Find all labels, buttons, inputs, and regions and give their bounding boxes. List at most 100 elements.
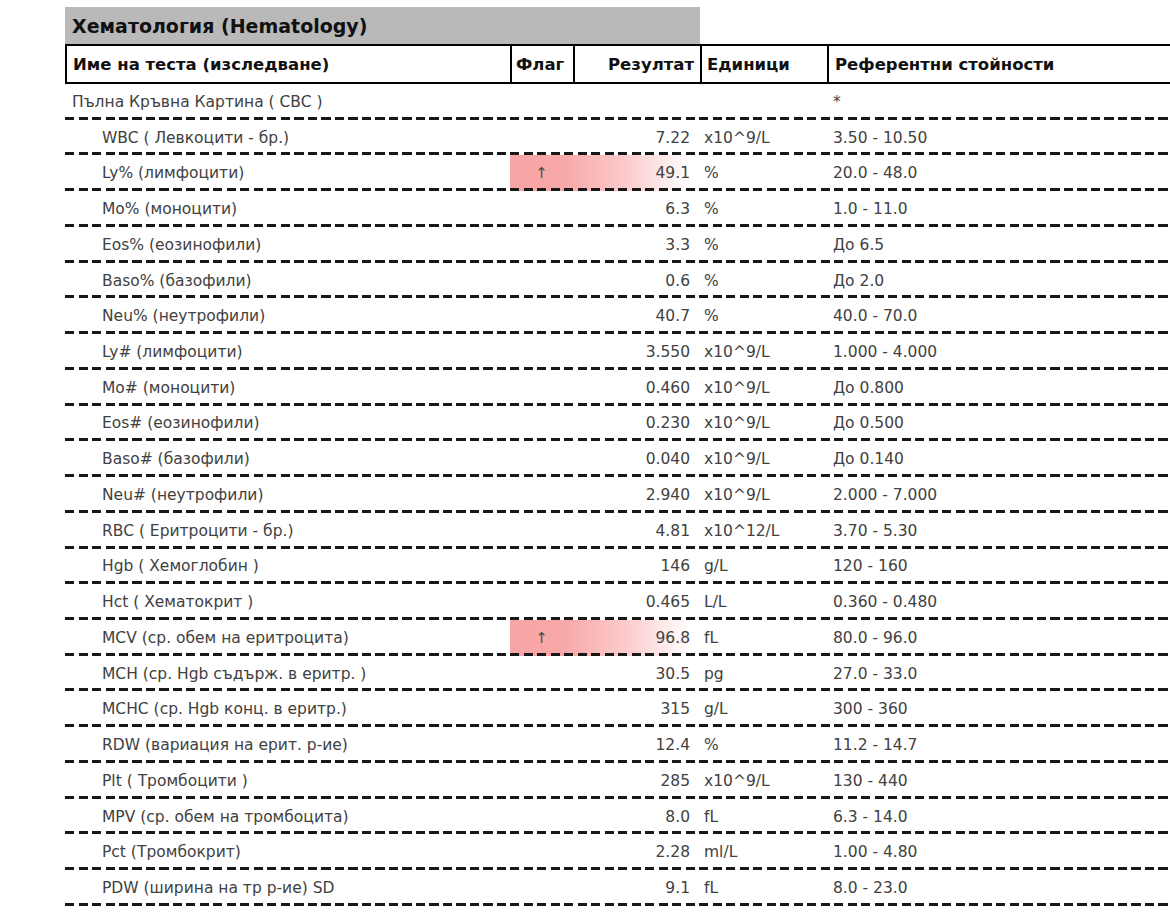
test-name: WBC ( Левкоцити - бр.) [65, 129, 510, 147]
units-value: % [700, 236, 827, 254]
result-value: 6.3 [573, 200, 700, 218]
flag-result-zone: 30.5 [510, 656, 700, 692]
result-value: 9.1 [573, 879, 700, 897]
reference-range: 80.0 - 96.0 [827, 629, 1170, 647]
result-value: 3.550 [573, 343, 700, 361]
flag-result-zone: 0.6 [510, 263, 700, 299]
table-row: MCV (ср. обем на еритроцита) ↑ 96.8 fL 8… [65, 620, 1170, 656]
reference-range: До 2.0 [827, 272, 1170, 290]
reference-range: 1.0 - 11.0 [827, 200, 1170, 218]
units-value: x10^9/L [700, 379, 827, 397]
units-value: x10^9/L [700, 129, 827, 147]
flag-result-zone: 4.81 [510, 513, 700, 549]
reference-range: 40.0 - 70.0 [827, 307, 1170, 325]
test-name: Hgb ( Хемоглобин ) [65, 557, 510, 575]
table-row: Hct ( Хематокрит ) 0.465 L/L 0.360 - 0.4… [65, 584, 1170, 620]
flag-result-zone: 8.0 [510, 799, 700, 835]
result-value: 0.040 [573, 450, 700, 468]
table-row: RBC ( Еритроцити - бр.) 4.81 x10^12/L 3.… [65, 513, 1170, 549]
units-value: x10^12/L [700, 522, 827, 540]
result-value: 96.8 [573, 629, 700, 647]
test-name: Plt ( Тромбоцити ) [65, 772, 510, 790]
reference-range: 3.70 - 5.30 [827, 522, 1170, 540]
reference-range: 120 - 160 [827, 557, 1170, 575]
result-value: 0.6 [573, 272, 700, 290]
table-row: MCHC (ср. Hgb конц. в еритр.) 315 g/L 30… [65, 691, 1170, 727]
column-header-flag: Флаг [512, 46, 575, 82]
result-value: 12.4 [573, 736, 700, 754]
units-value: x10^9/L [700, 414, 827, 432]
flag-up-icon: ↑ [510, 629, 573, 647]
table-row: Eos# (еозинофили) 0.230 x10^9/L До 0.500 [65, 406, 1170, 442]
units-value: fL [700, 808, 827, 826]
units-value: fL [700, 879, 827, 897]
result-value: 285 [573, 772, 700, 790]
table-row: Neu# (неутрофили) 2.940 x10^9/L 2.000 - … [65, 477, 1170, 513]
test-name: Baso% (базофили) [65, 272, 510, 290]
units-value: % [700, 307, 827, 325]
reference-range: До 6.5 [827, 236, 1170, 254]
units-value: fL [700, 629, 827, 647]
reference-range: До 0.140 [827, 450, 1170, 468]
test-name: Neu# (неутрофили) [65, 486, 510, 504]
units-value: x10^9/L [700, 486, 827, 504]
flag-result-zone: 0.460 [510, 370, 700, 406]
section-header-bar: Хематология (Hematology) [65, 7, 700, 44]
flag-result-zone: 285 [510, 763, 700, 799]
flag-result-zone: 7.22 [510, 120, 700, 156]
table-row: Eos% (еозинофили) 3.3 % До 6.5 [65, 227, 1170, 263]
flag-result-zone: 0.230 [510, 406, 700, 442]
reference-range: 3.50 - 10.50 [827, 129, 1170, 147]
reference-range: 11.2 - 14.7 [827, 736, 1170, 754]
units-value: % [700, 200, 827, 218]
test-name: MCH (ср. Hgb съдърж. в еритр. ) [65, 665, 510, 683]
table-row: Ly# (лимфоцити) 3.550 x10^9/L 1.000 - 4.… [65, 334, 1170, 370]
table-row: Hgb ( Хемоглобин ) 146 g/L 120 - 160 [65, 549, 1170, 585]
flag-result-zone: 9.1 [510, 870, 700, 906]
test-name: Hct ( Хематокрит ) [65, 593, 510, 611]
result-value: 146 [573, 557, 700, 575]
result-value: 0.460 [573, 379, 700, 397]
test-name: Пълна Кръвна Картина ( CBC ) [65, 93, 510, 111]
result-value: 30.5 [573, 665, 700, 683]
reference-range: 8.0 - 23.0 [827, 879, 1170, 897]
test-name: PDW (ширина на тр р-ие) SD [65, 879, 510, 897]
reference-range: 20.0 - 48.0 [827, 164, 1170, 182]
table-row: MCH (ср. Hgb съдърж. в еритр. ) 30.5 pg … [65, 656, 1170, 692]
table-row: PDW (ширина на тр р-ие) SD 9.1 fL 8.0 - … [65, 870, 1170, 906]
flag-result-zone: ↑ 49.1 [510, 155, 700, 191]
result-value: 2.28 [573, 843, 700, 861]
units-value: x10^9/L [700, 343, 827, 361]
test-name: Ly% (лимфоцити) [65, 164, 510, 182]
units-value: % [700, 736, 827, 754]
result-value: 3.3 [573, 236, 700, 254]
flag-result-zone: 0.465 [510, 584, 700, 620]
test-name: MCHC (ср. Hgb конц. в еритр.) [65, 700, 510, 718]
flag-up-icon: ↑ [510, 164, 573, 182]
flag-result-zone: 6.3 [510, 191, 700, 227]
test-name: Ly# (лимфоцити) [65, 343, 510, 361]
column-header-units: Единици [702, 46, 829, 82]
test-name: MCV (ср. обем на еритроцита) [65, 629, 510, 647]
table-row: Pct (Тромбокрит) 2.28 ml/L 1.00 - 4.80 [65, 834, 1170, 870]
column-header-result: Резултат [575, 46, 702, 82]
table-row: Baso% (базофили) 0.6 % До 2.0 [65, 263, 1170, 299]
units-value: L/L [700, 593, 827, 611]
table-row: Пълна Кръвна Картина ( CBC ) * [65, 84, 1170, 120]
reference-range: 1.00 - 4.80 [827, 843, 1170, 861]
reference-range: До 0.500 [827, 414, 1170, 432]
reference-range: 130 - 440 [827, 772, 1170, 790]
test-name: Mo% (моноцити) [65, 200, 510, 218]
flag-result-zone: 2.28 [510, 834, 700, 870]
flag-result-zone: 2.940 [510, 477, 700, 513]
result-value: 315 [573, 700, 700, 718]
flag-result-zone: 3.3 [510, 227, 700, 263]
table-row: Mo% (моноцити) 6.3 % 1.0 - 11.0 [65, 191, 1170, 227]
table-row: Baso# (базофили) 0.040 x10^9/L До 0.140 [65, 441, 1170, 477]
reference-range: 2.000 - 7.000 [827, 486, 1170, 504]
units-value: ml/L [700, 843, 827, 861]
test-name: Baso# (базофили) [65, 450, 510, 468]
reference-range: 300 - 360 [827, 700, 1170, 718]
reference-range: 1.000 - 4.000 [827, 343, 1170, 361]
reference-range: * [827, 93, 1170, 111]
